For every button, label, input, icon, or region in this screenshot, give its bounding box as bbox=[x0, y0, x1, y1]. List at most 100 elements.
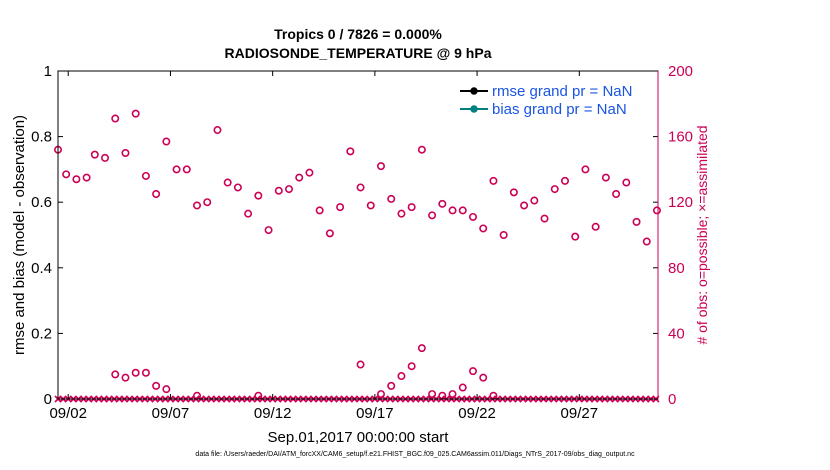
possible-obs-point bbox=[346, 147, 355, 156]
possible-obs-point bbox=[652, 206, 661, 215]
possible-obs-point bbox=[428, 211, 437, 220]
right-ytick-label: 200 bbox=[668, 63, 693, 80]
possible-obs-point bbox=[571, 232, 580, 241]
possible-obs-point bbox=[305, 168, 314, 177]
possible-obs-point bbox=[72, 175, 81, 184]
legend-box bbox=[453, 79, 653, 121]
possible-obs-point bbox=[397, 209, 406, 218]
possible-obs-point bbox=[295, 173, 304, 182]
possible-obs-point bbox=[111, 114, 120, 123]
chart-title-line2: RADIOSONDE_TEMPERATURE @ 9 hPa bbox=[224, 45, 492, 61]
right-y-axis-label: # of obs: o=possible; ×=assimilated bbox=[694, 125, 710, 344]
possible-obs-point bbox=[366, 201, 375, 210]
possible-obs-point bbox=[274, 186, 283, 195]
xtick-label: 09/07 bbox=[152, 405, 190, 422]
possible-obs-point bbox=[458, 383, 467, 392]
possible-obs-point bbox=[499, 231, 508, 240]
possible-obs-point bbox=[479, 373, 488, 382]
possible-obs-point bbox=[612, 190, 621, 199]
possible-obs-point bbox=[223, 178, 232, 187]
legend-marker bbox=[470, 87, 478, 95]
possible-obs-point bbox=[622, 178, 631, 187]
data-file-note: data file: /Users/raeder/DAI/ATM_forcXX/… bbox=[195, 451, 635, 458]
possible-obs-point bbox=[62, 170, 71, 179]
possible-obs-point bbox=[233, 183, 242, 192]
possible-obs-point bbox=[131, 368, 140, 377]
possible-obs-point bbox=[509, 188, 518, 197]
possible-obs-point bbox=[479, 224, 488, 233]
left-y-axis-label: rmse and bias (model - observation) bbox=[11, 115, 28, 355]
right-ytick-label: 40 bbox=[668, 325, 685, 342]
possible-obs-point bbox=[376, 162, 385, 171]
possible-obs-point bbox=[141, 171, 150, 180]
chart-title-line1: Tropics 0 / 7826 = 0.000% bbox=[274, 26, 442, 42]
left-ytick-label: 0 bbox=[44, 391, 52, 408]
left-ytick-label: 0.8 bbox=[31, 129, 52, 146]
possible-obs-point bbox=[560, 176, 569, 185]
possible-obs-point bbox=[397, 372, 406, 381]
possible-obs-point bbox=[172, 165, 181, 174]
possible-obs-point bbox=[336, 203, 345, 212]
left-ytick-label: 0.4 bbox=[31, 260, 52, 277]
possible-obs-point bbox=[407, 203, 416, 212]
possible-obs-point bbox=[632, 217, 641, 226]
possible-obs-point bbox=[387, 194, 396, 203]
possible-obs-point bbox=[356, 183, 365, 192]
left-ytick-label: 1 bbox=[44, 63, 52, 80]
possible-obs-point bbox=[131, 109, 140, 118]
legend-label: bias grand pr = NaN bbox=[492, 101, 627, 118]
xtick-label: 09/12 bbox=[254, 405, 292, 422]
left-ytick-label: 0.2 bbox=[31, 325, 52, 342]
possible-obs-point bbox=[82, 173, 91, 182]
possible-obs-point bbox=[101, 153, 110, 162]
possible-obs-point bbox=[162, 385, 171, 394]
possible-obs-point bbox=[121, 149, 130, 158]
possible-obs-point bbox=[550, 185, 559, 194]
possible-obs-point bbox=[203, 198, 212, 207]
possible-obs-point bbox=[438, 199, 447, 208]
possible-obs-point bbox=[448, 206, 457, 215]
xtick-label: 09/17 bbox=[356, 405, 394, 422]
possible-obs-point bbox=[90, 150, 99, 159]
possible-obs-point bbox=[591, 222, 600, 231]
possible-obs-point bbox=[325, 229, 334, 238]
right-ytick-label: 0 bbox=[668, 391, 676, 408]
xtick-label: 09/22 bbox=[458, 405, 496, 422]
possible-obs-point bbox=[540, 214, 549, 223]
possible-obs-point bbox=[152, 381, 161, 390]
possible-obs-point bbox=[356, 360, 365, 369]
possible-obs-point bbox=[530, 196, 539, 205]
possible-obs-point bbox=[254, 191, 263, 200]
xtick-label: 09/27 bbox=[561, 405, 599, 422]
possible-obs-point bbox=[152, 190, 161, 199]
possible-obs-point bbox=[141, 368, 150, 377]
possible-obs-point bbox=[458, 206, 467, 215]
possible-obs-point bbox=[387, 381, 396, 390]
possible-obs-point bbox=[417, 344, 426, 353]
x-axis-label: Sep.01,2017 00:00:00 start bbox=[268, 429, 450, 446]
left-ytick-label: 0.6 bbox=[31, 194, 52, 211]
possible-obs-point bbox=[193, 201, 202, 210]
possible-obs-point bbox=[407, 362, 416, 371]
xtick-label: 09/02 bbox=[49, 405, 87, 422]
possible-obs-point bbox=[264, 226, 273, 235]
possible-obs-point bbox=[315, 206, 324, 215]
right-ytick-label: 160 bbox=[668, 129, 693, 146]
possible-obs-point bbox=[213, 126, 222, 135]
possible-obs-point bbox=[642, 237, 651, 246]
legend-marker bbox=[470, 105, 478, 113]
possible-obs-point bbox=[162, 137, 171, 146]
possible-obs-point bbox=[182, 165, 191, 174]
possible-obs-point bbox=[111, 370, 120, 379]
possible-obs-point bbox=[468, 212, 477, 221]
possible-obs-point bbox=[417, 145, 426, 154]
possible-obs-point bbox=[489, 176, 498, 185]
right-ytick-label: 80 bbox=[668, 260, 685, 277]
possible-obs-point bbox=[285, 185, 294, 194]
possible-obs-point bbox=[601, 173, 610, 182]
possible-obs-point bbox=[121, 373, 130, 382]
possible-obs-point bbox=[468, 367, 477, 376]
legend-label: rmse grand pr = NaN bbox=[492, 83, 632, 100]
possible-obs-point bbox=[244, 209, 253, 218]
